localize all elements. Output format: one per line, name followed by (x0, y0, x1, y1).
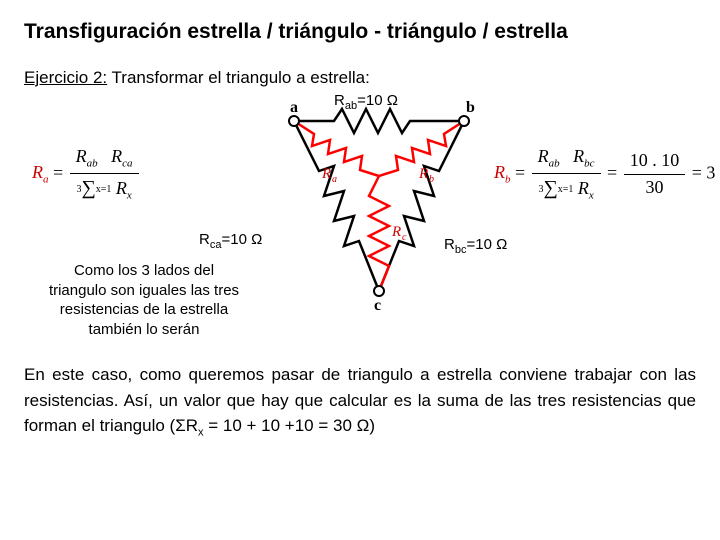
svg-text:R: R (321, 166, 331, 182)
page-title: Transfiguración estrella / triángulo - t… (24, 20, 696, 44)
svg-text:R: R (391, 224, 401, 240)
figure-area: Rab=10 Ω Ra = Rab Rca 3∑x=1 Rx Rb = Rab … (24, 96, 696, 356)
svg-text:a: a (332, 174, 337, 185)
svg-text:b: b (429, 174, 434, 185)
body-paragraph: En este caso, como queremos pasar de tri… (24, 362, 696, 441)
note-text: Como los 3 lados del triangulo son igual… (44, 261, 244, 339)
svg-text:R: R (418, 166, 428, 182)
formula-rb: Rb = Rab Rbc 3∑x=1 Rx = 10 . 10 30 = 3 (494, 146, 715, 203)
exercise-line: Ejercicio 2: Transformar el triangulo a … (24, 68, 696, 88)
formula-ra: Ra = Rab Rca 3∑x=1 Rx (32, 146, 141, 203)
svg-text:c: c (402, 232, 407, 243)
svg-text:a: a (290, 99, 298, 116)
circuit-diagram: a b c R a R b R c (264, 96, 494, 326)
svg-text:c: c (374, 297, 381, 314)
label-rca: Rca=10 Ω (199, 231, 262, 251)
exercise-label: Ejercicio 2: (24, 68, 107, 87)
exercise-text: Transformar el triangulo a estrella: (107, 68, 370, 87)
svg-text:b: b (466, 99, 475, 116)
